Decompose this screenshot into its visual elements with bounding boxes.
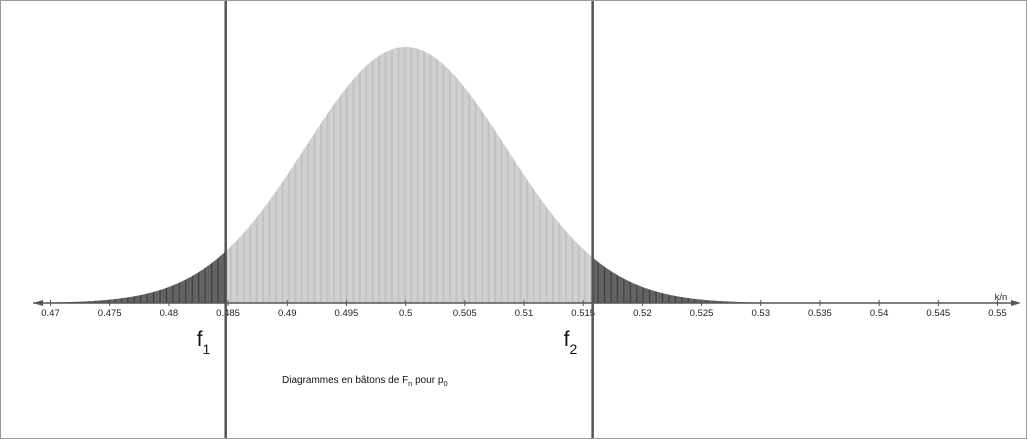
x-tick-label: 0.54 <box>870 308 889 319</box>
marker-subscript: 1 <box>203 341 211 357</box>
x-ticks: 0.47 0.475 0.48 0.485 0.49 0.495 0.5 0.505 0.51 0… <box>41 300 1007 319</box>
x-tick-label: 0.55 <box>988 308 1007 319</box>
x-tick-label: 0.495 <box>335 308 359 319</box>
x-tick-label: 0.505 <box>453 308 477 319</box>
x-tick-label: 0.535 <box>808 308 832 319</box>
x-axis-arrow-right <box>1011 300 1021 306</box>
x-tick-label: 0.485 <box>216 308 240 319</box>
x-tick-label: 0.5 <box>399 308 412 319</box>
marker-label: f2 <box>564 328 578 357</box>
x-tick-label: 0.47 <box>41 308 60 319</box>
chart-caption: Diagrammes en bâtons de Fn pour p0 <box>282 375 448 388</box>
x-tick-label: 0.475 <box>98 308 122 319</box>
caption-prefix: Diagrammes en bâtons de F <box>282 375 408 386</box>
x-axis: k/n <box>33 292 1021 306</box>
marker-label: f1 <box>197 328 211 357</box>
x-tick-label: 0.52 <box>633 308 652 319</box>
x-tick-label: 0.48 <box>160 308 179 319</box>
x-tick-label: 0.53 <box>752 308 771 319</box>
marker-letter: f <box>564 328 570 351</box>
caption-sub-0: 0 <box>443 379 447 388</box>
x-tick-label: 0.545 <box>926 308 950 319</box>
x-axis-arrow-left <box>33 300 43 306</box>
bars-group <box>44 47 768 303</box>
caption-middle: pour p <box>412 375 444 386</box>
x-tick-label: 0.51 <box>515 308 534 319</box>
x-tick-label: 0.49 <box>278 308 297 319</box>
marker-labels: f1 f2 <box>197 328 578 357</box>
x-tick-label: 0.515 <box>571 308 595 319</box>
x-axis-label: k/n <box>995 292 1008 303</box>
vertical-lines <box>224 1 594 438</box>
x-tick-label: 0.525 <box>690 308 714 319</box>
marker-letter: f <box>197 328 203 351</box>
marker-subscript: 2 <box>570 341 578 357</box>
caption-sub-n: n <box>408 379 412 388</box>
